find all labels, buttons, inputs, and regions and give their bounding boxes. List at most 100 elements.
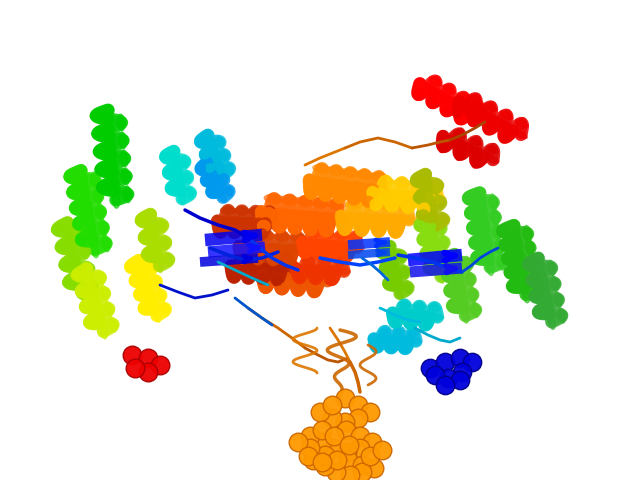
Ellipse shape xyxy=(483,229,490,246)
Ellipse shape xyxy=(351,244,364,251)
Ellipse shape xyxy=(500,240,510,250)
Ellipse shape xyxy=(83,264,95,274)
Ellipse shape xyxy=(287,275,303,282)
Ellipse shape xyxy=(260,282,271,293)
Ellipse shape xyxy=(473,100,483,111)
Ellipse shape xyxy=(246,243,263,251)
Ellipse shape xyxy=(173,161,179,173)
Ellipse shape xyxy=(529,291,541,301)
Ellipse shape xyxy=(520,272,527,289)
Ellipse shape xyxy=(529,253,536,270)
Ellipse shape xyxy=(419,203,429,215)
Ellipse shape xyxy=(84,317,95,327)
Ellipse shape xyxy=(157,221,168,230)
Ellipse shape xyxy=(252,254,263,265)
Ellipse shape xyxy=(120,171,132,182)
Ellipse shape xyxy=(438,221,444,235)
Ellipse shape xyxy=(497,256,507,267)
Ellipse shape xyxy=(300,264,317,271)
Ellipse shape xyxy=(467,289,478,300)
Ellipse shape xyxy=(160,153,172,161)
Point xyxy=(340,394,350,402)
Ellipse shape xyxy=(442,271,452,280)
Ellipse shape xyxy=(221,149,228,161)
Ellipse shape xyxy=(517,259,525,275)
Ellipse shape xyxy=(85,261,92,276)
Ellipse shape xyxy=(418,235,428,244)
Point xyxy=(127,351,137,359)
Point xyxy=(293,438,303,446)
Ellipse shape xyxy=(243,231,260,239)
Ellipse shape xyxy=(99,288,110,298)
Ellipse shape xyxy=(470,138,482,145)
Ellipse shape xyxy=(106,120,113,136)
Ellipse shape xyxy=(428,87,440,96)
Ellipse shape xyxy=(348,194,360,204)
Ellipse shape xyxy=(342,252,351,261)
Ellipse shape xyxy=(267,252,276,263)
Point xyxy=(308,456,318,464)
Ellipse shape xyxy=(376,248,388,256)
Ellipse shape xyxy=(156,291,166,300)
Ellipse shape xyxy=(121,189,134,200)
Ellipse shape xyxy=(435,179,441,192)
Ellipse shape xyxy=(287,260,298,271)
Ellipse shape xyxy=(380,202,397,210)
Ellipse shape xyxy=(118,114,125,131)
Ellipse shape xyxy=(545,299,552,313)
Ellipse shape xyxy=(356,224,367,236)
Ellipse shape xyxy=(469,115,479,126)
Ellipse shape xyxy=(406,318,415,329)
Ellipse shape xyxy=(90,175,100,186)
Ellipse shape xyxy=(442,105,451,116)
Ellipse shape xyxy=(413,89,423,100)
Ellipse shape xyxy=(264,207,275,216)
Ellipse shape xyxy=(234,207,250,214)
Ellipse shape xyxy=(501,109,511,121)
Ellipse shape xyxy=(403,202,413,213)
Ellipse shape xyxy=(316,164,328,174)
Ellipse shape xyxy=(216,136,223,148)
Ellipse shape xyxy=(394,330,404,335)
Ellipse shape xyxy=(72,270,83,280)
Point xyxy=(327,414,337,422)
Ellipse shape xyxy=(374,342,381,352)
Ellipse shape xyxy=(179,192,185,205)
Ellipse shape xyxy=(472,136,481,148)
Ellipse shape xyxy=(238,264,253,270)
Ellipse shape xyxy=(80,178,88,195)
Ellipse shape xyxy=(478,199,486,216)
Ellipse shape xyxy=(486,101,496,113)
Point xyxy=(353,401,363,409)
Ellipse shape xyxy=(303,262,314,273)
Ellipse shape xyxy=(259,232,275,240)
Ellipse shape xyxy=(349,213,367,221)
Ellipse shape xyxy=(312,273,319,284)
Point xyxy=(365,408,375,416)
Ellipse shape xyxy=(462,308,469,323)
Ellipse shape xyxy=(487,146,499,153)
Ellipse shape xyxy=(76,234,86,245)
Ellipse shape xyxy=(314,197,327,208)
Ellipse shape xyxy=(79,246,91,256)
Ellipse shape xyxy=(346,200,364,208)
Ellipse shape xyxy=(444,286,455,296)
Point xyxy=(443,374,453,382)
Ellipse shape xyxy=(515,130,527,139)
Ellipse shape xyxy=(527,256,538,267)
Ellipse shape xyxy=(251,206,260,216)
Ellipse shape xyxy=(177,177,182,189)
Point xyxy=(357,468,367,476)
Point xyxy=(317,426,327,434)
Ellipse shape xyxy=(454,262,461,277)
Ellipse shape xyxy=(309,241,323,247)
Ellipse shape xyxy=(365,199,378,211)
Ellipse shape xyxy=(220,174,227,185)
Ellipse shape xyxy=(410,176,422,185)
Ellipse shape xyxy=(399,201,412,213)
Ellipse shape xyxy=(334,192,346,203)
Ellipse shape xyxy=(323,242,337,248)
Ellipse shape xyxy=(108,320,118,330)
Ellipse shape xyxy=(214,164,223,172)
Ellipse shape xyxy=(399,268,410,276)
